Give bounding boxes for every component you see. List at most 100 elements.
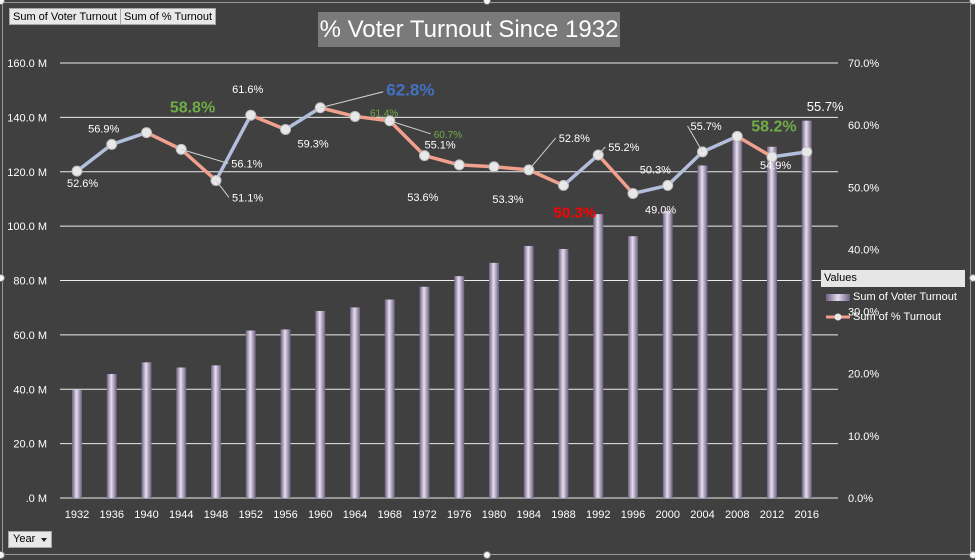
legend-item-pct-turnout[interactable]: Sum of % Turnout: [821, 307, 965, 327]
line-segment: [144, 130, 183, 152]
bar: [593, 214, 604, 498]
y-left-tick-label: 80.0 M: [13, 276, 47, 288]
bar: [419, 286, 430, 498]
resize-handle-bottom-left[interactable]: [0, 551, 5, 559]
resize-handle-top-right[interactable]: [969, 0, 975, 5]
resize-handle-bottom-center[interactable]: [483, 551, 491, 559]
field-button-pct-turnout[interactable]: Sum of % Turnout: [120, 8, 217, 25]
x-tick-label: 2012: [760, 509, 784, 521]
bar: [106, 374, 117, 498]
data-label: 55.7%: [691, 121, 722, 133]
x-tick-label: 2008: [725, 509, 749, 521]
line-segment: [596, 153, 635, 196]
bar: [523, 245, 534, 498]
data-label: 54.9%: [760, 160, 791, 172]
label-leader-line: [687, 125, 703, 153]
legend-label-pct-turnout: Sum of % Turnout: [853, 311, 942, 323]
data-label: 55.2%: [608, 142, 639, 154]
x-tick-label: 1948: [204, 509, 228, 521]
data-label: 62.8%: [386, 81, 434, 100]
data-label: 52.6%: [67, 178, 98, 190]
data-label: 53.3%: [492, 194, 523, 206]
data-label: 56.9%: [88, 123, 119, 135]
line-marker: [71, 165, 83, 177]
line-marker: [419, 150, 430, 162]
x-tick-label: 1936: [100, 509, 124, 521]
year-filter-label: Year: [13, 533, 36, 545]
bar: [211, 365, 221, 498]
x-tick-label: 1932: [65, 509, 89, 521]
data-label: 49.0%: [645, 205, 676, 217]
line-segment: [179, 147, 218, 183]
data-label: 52.8%: [559, 133, 590, 145]
line-segment: [700, 134, 739, 154]
legend-label-voter-turnout: Sum of Voter Turnout: [853, 291, 957, 303]
y-left-tick-label: 140.0 M: [7, 112, 47, 124]
bar: [315, 310, 326, 498]
resize-handle-middle-right[interactable]: [969, 274, 975, 282]
chart-title[interactable]: % Voter Turnout Since 1932: [318, 12, 620, 47]
x-tick-label: 1980: [482, 509, 506, 521]
line-segment: [353, 114, 392, 123]
resize-handle-top-left[interactable]: [0, 0, 5, 5]
line-segment: [110, 130, 149, 147]
bar: [732, 140, 743, 498]
data-label: 60.7%: [434, 130, 462, 141]
x-tick-label: 1944: [169, 509, 193, 521]
bar: [558, 248, 569, 498]
line-segment: [666, 150, 705, 188]
resize-handle-top-center[interactable]: [483, 0, 491, 5]
line-marker: [731, 130, 743, 142]
label-leader-line: [597, 146, 606, 156]
line-segment: [492, 165, 531, 172]
line-swatch-icon: [826, 313, 850, 321]
line-marker: [349, 110, 361, 122]
resize-handle-bottom-right[interactable]: [969, 551, 975, 559]
line-marker: [627, 188, 639, 199]
line-marker: [801, 146, 813, 158]
resize-handle-middle-left[interactable]: [0, 274, 5, 282]
data-label: 61.6%: [232, 84, 263, 96]
x-tick-label: 1968: [378, 509, 402, 521]
y-left-tick-label: 160.0 M: [7, 58, 47, 70]
line-segment: [457, 163, 496, 169]
bar: [767, 146, 777, 499]
line-segment: [249, 113, 288, 132]
y-left-tick-label: 120.0 M: [7, 167, 47, 179]
bar: [628, 236, 638, 498]
y-left-tick-label: 20.0 M: [13, 439, 47, 451]
bar: [245, 330, 256, 498]
label-leader-line: [320, 91, 384, 109]
line-segment: [527, 168, 566, 188]
line-segment: [770, 150, 809, 159]
x-tick-label: 2000: [656, 509, 680, 521]
data-label: 55.1%: [425, 140, 456, 152]
bar: [72, 389, 82, 498]
data-label: 58.2%: [751, 118, 796, 135]
data-label: 61.4%: [370, 108, 398, 119]
x-tick-label: 1952: [239, 509, 263, 521]
bar: [350, 307, 360, 498]
bar: [697, 165, 708, 498]
line-marker: [141, 127, 152, 139]
label-leader-line: [215, 180, 230, 198]
line-segment: [318, 105, 357, 119]
year-filter-button[interactable]: Year: [8, 531, 52, 548]
legend-item-voter-turnout[interactable]: Sum of Voter Turnout: [821, 287, 965, 307]
bar: [280, 329, 291, 498]
line-segment: [561, 153, 600, 188]
x-tick-label: 1960: [308, 509, 332, 521]
dropdown-arrow-icon: [41, 538, 47, 542]
chart-legend[interactable]: Values Sum of Voter Turnout Sum of % Tur…: [821, 270, 965, 327]
y-right-tick-label: 70.0%: [848, 58, 879, 70]
y-left-tick-label: 60.0 M: [13, 330, 47, 342]
line-marker: [662, 179, 674, 191]
y-right-tick-label: 20.0%: [848, 369, 879, 381]
x-tick-label: 1964: [343, 509, 367, 521]
bar: [141, 362, 152, 498]
x-tick-label: 1984: [517, 509, 541, 521]
data-label: 53.6%: [407, 192, 438, 204]
line-segment: [735, 134, 774, 159]
line-marker: [453, 159, 465, 171]
